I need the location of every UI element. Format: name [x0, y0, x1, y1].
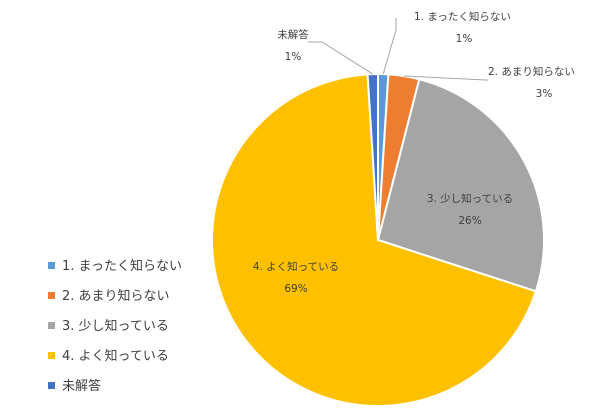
data-label-value-5: 1%	[285, 51, 302, 63]
leader-line-1	[382, 18, 397, 75]
data-label-category-5: 未解答	[277, 28, 309, 41]
legend-marker-4	[48, 352, 55, 359]
legend-label-4: 4. よく知っている	[62, 348, 169, 364]
legend-marker-5	[48, 382, 55, 389]
pie-slice-4	[211, 73, 538, 407]
leader-line-2	[403, 75, 488, 81]
legend-marker-3	[48, 322, 55, 329]
legend-marker-2	[48, 292, 55, 299]
data-label-value-3: 26%	[458, 215, 481, 227]
slices-layer	[211, 72, 546, 407]
legend: 1. まったく知らない 2. あまり知らない 3. 少し知っている 4. よく知ってい…	[48, 258, 182, 394]
data-label-value-4: 69%	[284, 283, 307, 295]
data-label-category-2: 2. あまり知らない	[488, 65, 575, 78]
data-label-value-2: 3%	[536, 88, 553, 100]
leader-lines-layer	[308, 18, 488, 81]
legend-label-5: 未解答	[62, 378, 101, 394]
data-label-category-4: 4. よく知っている	[253, 260, 339, 273]
data-label-category-1: 1. まったく知らない	[414, 10, 511, 23]
legend-label-3: 3. 少し知っている	[62, 318, 169, 334]
legend-label-1: 1. まったく知らない	[62, 258, 182, 274]
pie-slice-3	[376, 78, 546, 293]
legend-marker-1	[48, 262, 55, 269]
data-label-value-1: 1%	[456, 33, 473, 45]
legend-label-2: 2. あまり知らない	[62, 288, 170, 304]
data-labels-layer: 1. まったく知らない 1% 2. あまり知らない 3% 3. 少し知っている 26% 4.…	[253, 10, 575, 295]
leader-line-5	[308, 41, 374, 75]
data-label-category-3: 3. 少し知っている	[427, 192, 513, 205]
